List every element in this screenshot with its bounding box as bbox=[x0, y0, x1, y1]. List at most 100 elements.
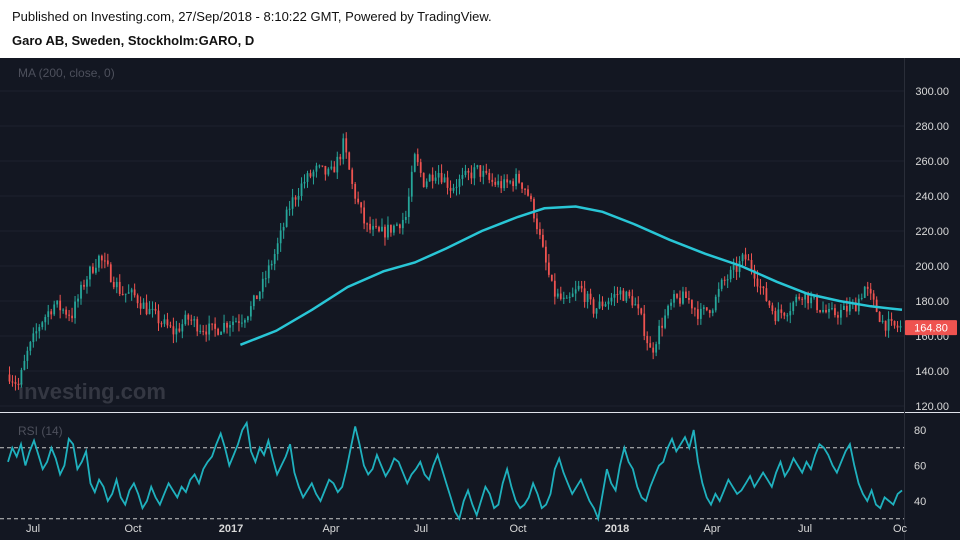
candle-body bbox=[181, 324, 184, 332]
candle-body bbox=[685, 291, 687, 298]
rsi-line bbox=[7, 420, 903, 523]
candle-body bbox=[679, 297, 681, 304]
candle-body bbox=[83, 284, 85, 287]
rsi-tick-label: 40 bbox=[914, 496, 926, 508]
candle-body bbox=[765, 288, 768, 301]
candle-body bbox=[717, 288, 720, 297]
candle-body bbox=[50, 311, 53, 315]
candle-body bbox=[387, 224, 389, 238]
candle-body bbox=[208, 323, 211, 335]
candle-body bbox=[229, 325, 231, 328]
candle-body bbox=[467, 170, 470, 173]
candle-body bbox=[509, 181, 512, 183]
candle-body bbox=[393, 225, 395, 233]
time-tick-label: Oct bbox=[124, 523, 141, 535]
candle-body bbox=[217, 328, 219, 335]
ma-indicator-label: MA (200, close, 0) bbox=[18, 66, 115, 80]
candle-body bbox=[482, 170, 485, 177]
candle-body bbox=[315, 165, 318, 172]
candle-body bbox=[196, 319, 199, 332]
candle-body bbox=[798, 296, 801, 299]
candle-body bbox=[622, 290, 625, 301]
watermark: investing.com bbox=[18, 379, 166, 404]
candle-body bbox=[878, 311, 881, 322]
price-tick-label: 200.00 bbox=[915, 261, 949, 273]
time-tick-label: Apr bbox=[322, 523, 339, 535]
candle-body bbox=[783, 312, 786, 316]
chart-area[interactable]: investing.com MA (200, close, 0) RSI (14… bbox=[0, 58, 960, 540]
last-price-tag: 164.80 bbox=[905, 320, 957, 336]
candle-body bbox=[238, 321, 240, 323]
candle-body bbox=[106, 260, 109, 265]
candle-body bbox=[682, 291, 684, 304]
candle-body bbox=[443, 177, 446, 183]
candle-body bbox=[464, 170, 467, 175]
candle-body bbox=[476, 165, 479, 168]
candle-body bbox=[884, 320, 887, 331]
candle-body bbox=[187, 314, 190, 320]
candle-body bbox=[801, 298, 804, 300]
candle-body bbox=[398, 224, 401, 229]
candle-body bbox=[842, 305, 845, 310]
candle-body bbox=[708, 310, 711, 314]
candle-body bbox=[309, 173, 312, 177]
candle-body bbox=[312, 171, 315, 177]
candle-body bbox=[530, 195, 532, 200]
candle-body bbox=[860, 297, 863, 299]
candle-body bbox=[440, 172, 443, 183]
price-pane-bg bbox=[0, 58, 960, 412]
candle-body bbox=[631, 296, 634, 306]
candle-body bbox=[869, 288, 872, 294]
candle-body bbox=[646, 335, 649, 344]
ma-200-line bbox=[239, 205, 903, 346]
candle-body bbox=[282, 226, 285, 231]
candle-body bbox=[333, 166, 336, 173]
candle-body bbox=[527, 189, 529, 196]
candle-body bbox=[604, 304, 607, 307]
candle-body bbox=[807, 292, 810, 304]
candle-body bbox=[17, 383, 20, 385]
candle-body bbox=[726, 279, 729, 281]
candle-body bbox=[658, 325, 661, 345]
candle-body bbox=[768, 300, 771, 306]
candle-body bbox=[452, 187, 455, 191]
candle-body bbox=[121, 294, 124, 296]
candle-body bbox=[789, 311, 792, 316]
candle-body bbox=[23, 360, 26, 370]
candle-body bbox=[732, 265, 735, 270]
candle-body bbox=[559, 293, 562, 299]
candle-body bbox=[92, 266, 94, 273]
candle-body bbox=[148, 308, 151, 315]
candle-body bbox=[97, 255, 100, 268]
candle-body bbox=[589, 293, 592, 300]
candle-body bbox=[866, 286, 869, 289]
candle-body bbox=[324, 166, 327, 175]
candle-body bbox=[112, 281, 115, 288]
candle-body bbox=[232, 321, 234, 326]
candle-body bbox=[786, 315, 789, 317]
candle-body bbox=[512, 181, 515, 187]
candle-body bbox=[351, 169, 354, 184]
last-price-value: 164.80 bbox=[914, 323, 948, 335]
candle-body bbox=[479, 165, 482, 177]
rsi-reference-lines bbox=[0, 447, 904, 520]
candle-body bbox=[56, 300, 59, 305]
time-tick-label: 2017 bbox=[219, 523, 243, 535]
candle-body bbox=[577, 285, 580, 290]
candle-body bbox=[780, 309, 783, 313]
candles-layer bbox=[8, 132, 902, 391]
candle-body bbox=[220, 331, 222, 335]
candle-body bbox=[419, 162, 422, 173]
candle-body bbox=[163, 319, 166, 324]
candle-body bbox=[11, 381, 14, 383]
candle-body bbox=[571, 293, 574, 297]
candle-body bbox=[583, 288, 586, 303]
candle-body bbox=[729, 269, 732, 280]
candle-body bbox=[330, 166, 333, 169]
candle-body bbox=[336, 156, 339, 173]
candle-body bbox=[714, 296, 717, 311]
candle-body bbox=[127, 292, 130, 294]
candle-body bbox=[252, 295, 255, 307]
candle-body bbox=[434, 177, 437, 181]
candle-body bbox=[834, 308, 836, 316]
